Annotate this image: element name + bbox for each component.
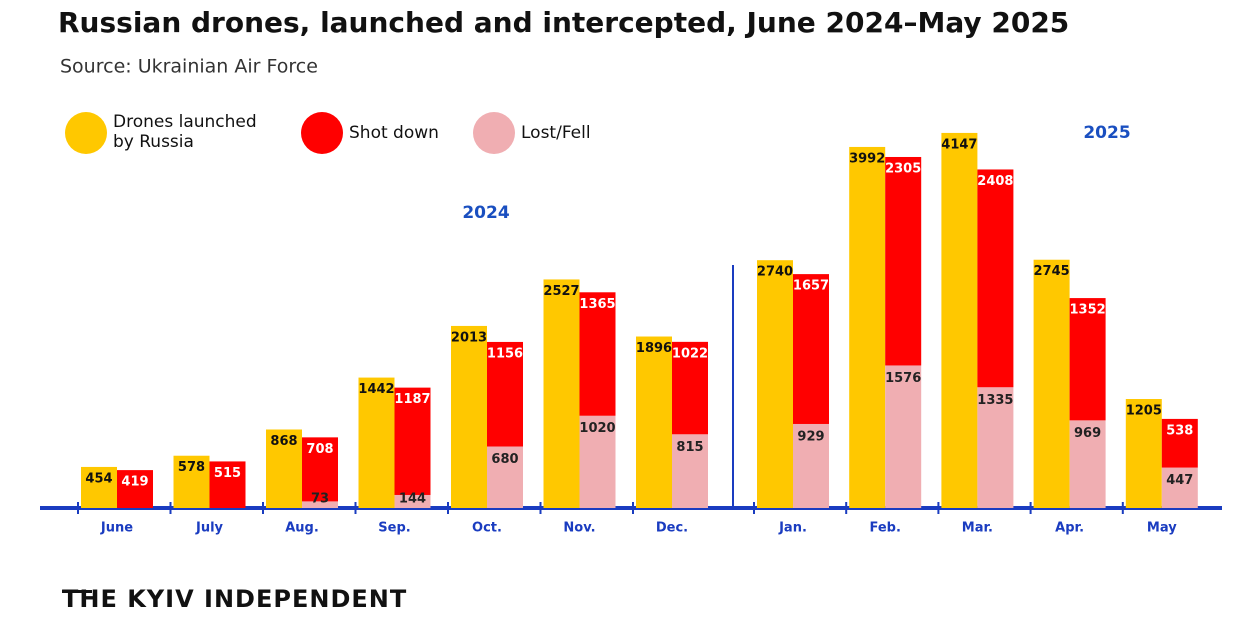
x-tick-label: Nov. — [563, 521, 595, 536]
value-label: 1020 — [579, 421, 615, 436]
value-label: 1365 — [579, 297, 615, 312]
bar-lost — [672, 434, 708, 508]
value-label: 2013 — [451, 330, 487, 345]
bar-launched — [757, 260, 793, 508]
value-label: 144 — [399, 492, 426, 507]
bar-launched — [636, 336, 672, 508]
year-label: 2024 — [462, 203, 509, 223]
value-label: 1352 — [1070, 303, 1106, 318]
bar-launched — [849, 146, 886, 508]
x-tick-label: May — [1147, 521, 1177, 536]
legend-icon — [65, 112, 107, 154]
bar-shot-down — [977, 169, 1014, 388]
bar-lost — [579, 415, 616, 508]
value-label: 1442 — [358, 382, 394, 397]
bar-lost — [1161, 467, 1198, 508]
bar-lost — [394, 494, 431, 508]
legend-label: Drones launched — [113, 112, 257, 132]
value-label: 1576 — [885, 371, 921, 386]
bar-launched — [451, 325, 487, 508]
value-label: 515 — [214, 466, 241, 481]
logo-rule — [62, 590, 92, 593]
value-label: 1187 — [394, 392, 430, 407]
bar-launched — [81, 466, 117, 508]
chart-title: Russian drones, launched and intercepted… — [58, 6, 1069, 39]
bar-launched — [543, 279, 580, 508]
value-label: 419 — [121, 475, 148, 490]
legend-icon — [301, 112, 343, 154]
bar-lost — [885, 365, 922, 508]
bar-shot-down — [885, 156, 922, 366]
value-label: 1156 — [487, 346, 523, 361]
value-label: 2745 — [1034, 264, 1070, 279]
value-label: 2740 — [757, 265, 793, 280]
legend-label: by Russia — [113, 132, 194, 152]
value-label: 538 — [1166, 423, 1193, 438]
bar-launched — [173, 455, 210, 508]
value-label: 1657 — [793, 279, 829, 294]
bar-launched — [266, 429, 302, 508]
legend-label: Shot down — [349, 123, 439, 143]
value-label: 1205 — [1126, 404, 1162, 419]
bar-shot-down — [487, 341, 523, 447]
value-label: 868 — [270, 434, 297, 449]
bar-shot-down — [1161, 418, 1198, 468]
chart-subtitle: Source: Ukrainian Air Force — [60, 56, 318, 78]
bar-shot-down — [209, 461, 246, 508]
value-label: 1335 — [977, 393, 1013, 408]
legend-icon — [473, 112, 515, 154]
value-label: 578 — [178, 460, 205, 475]
bar-lost — [793, 423, 829, 508]
x-tick-label: Jan. — [778, 521, 807, 536]
x-tick-label: Apr. — [1055, 521, 1084, 536]
bar-shot-down — [672, 341, 708, 435]
bar-shot-down — [302, 437, 338, 502]
x-tick-label: June — [100, 521, 133, 536]
value-label: 3992 — [849, 151, 885, 166]
bar-shot-down — [1069, 298, 1106, 421]
bar-lost — [1069, 420, 1106, 508]
bar-launched — [1125, 399, 1162, 508]
value-label: 4147 — [941, 137, 977, 152]
footer-logo: THE KYIV INDEPENDENT — [62, 585, 407, 613]
value-label: 969 — [1074, 426, 1101, 441]
value-label: 73 — [311, 492, 329, 507]
x-tick-label: July — [195, 521, 224, 536]
x-tick-label: Mar. — [962, 521, 993, 536]
x-tick-label: Feb. — [869, 521, 900, 536]
legend-label: Lost/Fell — [521, 123, 591, 143]
bar-launched — [941, 132, 978, 509]
bar-shot-down — [394, 387, 431, 495]
x-tick-label: Dec. — [656, 521, 688, 536]
value-label: 1022 — [672, 346, 708, 361]
x-tick-label: Oct. — [472, 521, 502, 536]
bar-lost — [487, 446, 523, 508]
bar-launched — [1033, 259, 1070, 508]
value-label: 680 — [491, 452, 518, 467]
value-label: 929 — [797, 429, 824, 444]
year-label: 2025 — [1083, 123, 1130, 143]
value-label: 2305 — [885, 161, 921, 176]
value-label: 2408 — [977, 174, 1013, 189]
value-label: 2527 — [543, 284, 579, 299]
bar-shot-down — [793, 274, 829, 424]
value-label: 454 — [85, 471, 112, 486]
bar-shot-down — [117, 470, 153, 508]
bar-shot-down — [579, 292, 616, 416]
bar-lost — [302, 501, 338, 508]
value-label: 815 — [676, 440, 703, 455]
bar-lost — [977, 387, 1014, 508]
value-label: 1896 — [636, 341, 672, 356]
x-tick-label: Sep. — [378, 521, 410, 536]
value-label: 708 — [306, 442, 333, 457]
bar-launched — [358, 377, 395, 508]
x-tick-label: Aug. — [285, 521, 319, 536]
value-label: 447 — [1166, 473, 1193, 488]
